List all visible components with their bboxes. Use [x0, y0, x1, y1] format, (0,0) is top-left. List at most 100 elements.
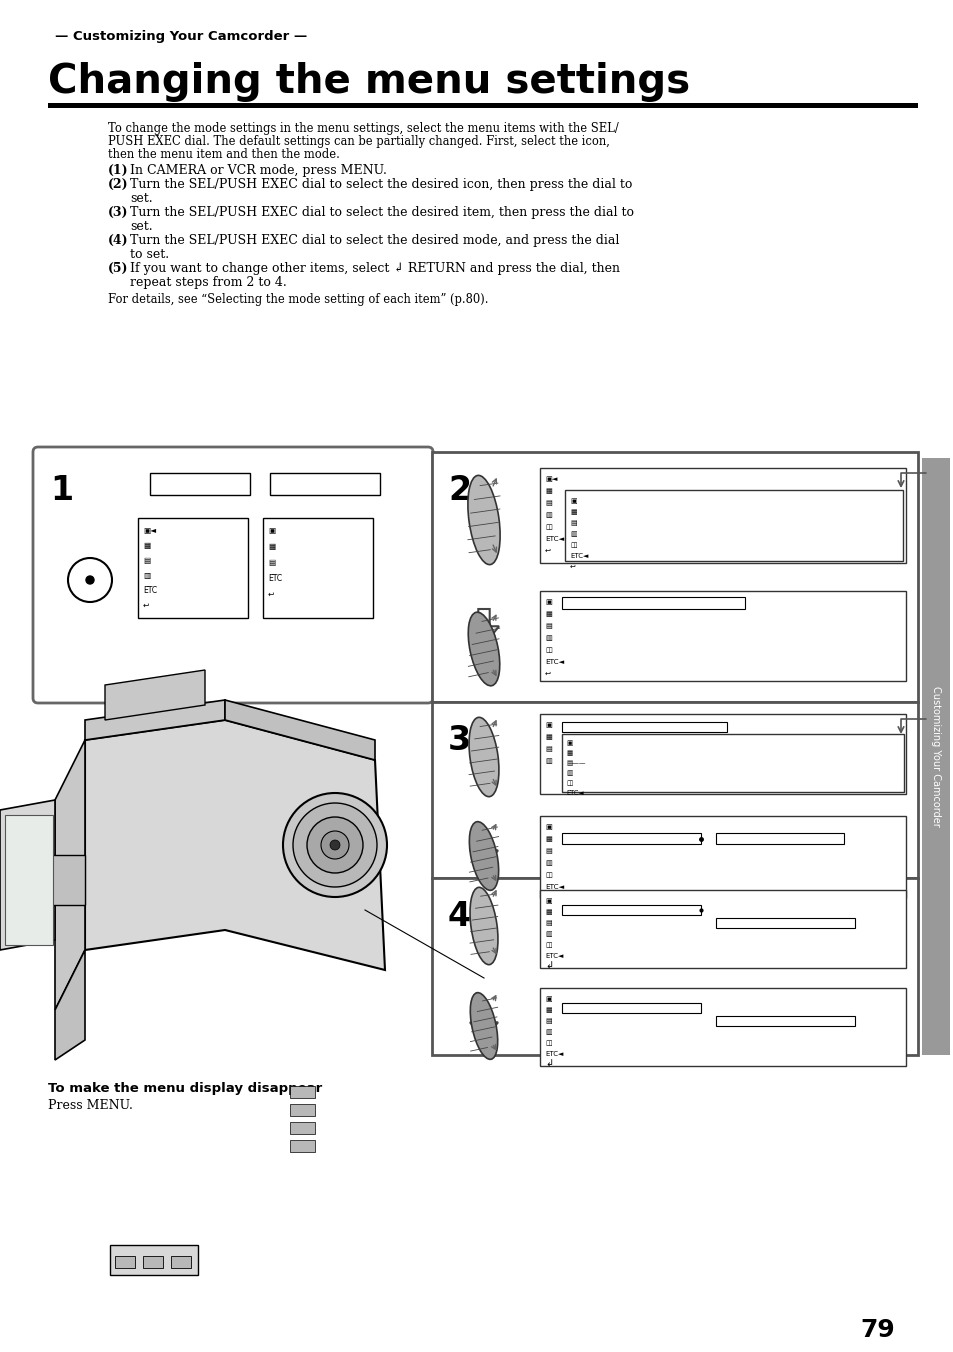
- Bar: [290, 1086, 314, 1098]
- Text: ↲: ↲: [544, 1059, 553, 1068]
- Text: ▥: ▥: [544, 860, 551, 867]
- Bar: [290, 1140, 314, 1152]
- Text: ▦: ▦: [544, 1007, 551, 1013]
- Bar: [539, 468, 905, 562]
- Text: ↲: ↲: [544, 960, 553, 969]
- Text: ▣: ▣: [544, 599, 551, 604]
- FancyArrowPatch shape: [491, 1045, 496, 1049]
- Text: ETC◄: ETC◄: [544, 953, 563, 959]
- Text: ▦: ▦: [569, 508, 576, 515]
- Polygon shape: [105, 671, 205, 721]
- Text: ▦: ▦: [544, 909, 551, 915]
- Text: In CAMERA or VCR mode, press MENU.: In CAMERA or VCR mode, press MENU.: [130, 164, 387, 177]
- Text: 79: 79: [860, 1318, 894, 1343]
- FancyBboxPatch shape: [33, 448, 433, 703]
- Text: Customizing Your Camcorder: Customizing Your Camcorder: [930, 685, 940, 826]
- Bar: [715, 833, 843, 844]
- Bar: [539, 988, 905, 1065]
- Text: ↩: ↩: [569, 564, 576, 571]
- Bar: [561, 598, 744, 608]
- Ellipse shape: [469, 718, 498, 796]
- Polygon shape: [0, 800, 55, 950]
- Text: Turn the SEL/PUSH EXEC dial to select the desired mode, and press the dial: Turn the SEL/PUSH EXEC dial to select th…: [130, 234, 618, 247]
- Text: (4): (4): [108, 234, 129, 247]
- Text: ↩: ↩: [268, 589, 274, 599]
- Text: ▦: ▦: [565, 750, 572, 756]
- Text: ▤: ▤: [268, 558, 275, 566]
- Text: ↩: ↩: [143, 602, 150, 610]
- Text: ETC◄: ETC◄: [565, 790, 583, 796]
- FancyArrowPatch shape: [492, 891, 496, 896]
- Text: ▤: ▤: [143, 556, 150, 565]
- Text: Changing the menu settings: Changing the menu settings: [48, 62, 689, 101]
- Text: ▤: ▤: [544, 848, 551, 854]
- Text: ▥: ▥: [565, 771, 572, 776]
- Text: For details, see “Selecting the mode setting of each item” (p.80).: For details, see “Selecting the mode set…: [108, 293, 488, 306]
- Text: ▣◄: ▣◄: [143, 526, 156, 535]
- Text: PUSH EXEC dial. The default settings can be partially changed. First, select the: PUSH EXEC dial. The default settings can…: [108, 135, 609, 147]
- Text: ETC: ETC: [143, 585, 157, 595]
- Text: ◫: ◫: [565, 780, 572, 786]
- Text: 3: 3: [448, 725, 471, 757]
- Text: set.: set.: [130, 192, 152, 206]
- Text: ◫: ◫: [544, 942, 551, 948]
- Text: ▣: ▣: [544, 996, 551, 1002]
- Ellipse shape: [469, 822, 498, 891]
- Text: ▥: ▥: [569, 531, 576, 537]
- Bar: [48, 103, 917, 108]
- Bar: [921, 458, 949, 1055]
- Text: ▦: ▦: [544, 488, 551, 493]
- Text: (3): (3): [108, 206, 129, 219]
- Text: (2): (2): [108, 178, 129, 191]
- FancyArrowPatch shape: [492, 615, 496, 621]
- Text: ▦: ▦: [544, 734, 551, 740]
- Bar: [110, 1245, 198, 1275]
- Bar: [561, 734, 903, 792]
- Polygon shape: [55, 950, 85, 1060]
- FancyArrowPatch shape: [492, 721, 496, 726]
- Bar: [539, 591, 905, 681]
- Circle shape: [283, 794, 387, 896]
- Text: 4: 4: [448, 900, 471, 933]
- Bar: [564, 489, 902, 561]
- Ellipse shape: [470, 887, 497, 965]
- Bar: [715, 918, 854, 927]
- Text: ▣: ▣: [544, 898, 551, 904]
- Text: Turn the SEL/PUSH EXEC dial to select the desired icon, then press the dial to: Turn the SEL/PUSH EXEC dial to select th…: [130, 178, 632, 191]
- Text: ▦: ▦: [268, 542, 275, 552]
- Text: ▣: ▣: [565, 740, 572, 746]
- Text: ▣: ▣: [544, 722, 551, 727]
- Text: ▥: ▥: [544, 635, 551, 641]
- Circle shape: [293, 803, 376, 887]
- Text: to set.: to set.: [130, 247, 169, 261]
- Text: ▦: ▦: [544, 611, 551, 617]
- Polygon shape: [55, 740, 85, 1010]
- Text: ETC◄: ETC◄: [544, 658, 563, 665]
- Text: ETC: ETC: [268, 575, 282, 583]
- Polygon shape: [85, 700, 225, 740]
- Polygon shape: [469, 608, 498, 645]
- Text: Press MENU.: Press MENU.: [48, 1099, 132, 1111]
- FancyArrowPatch shape: [492, 948, 496, 953]
- Polygon shape: [225, 700, 375, 760]
- Text: ETC◄: ETC◄: [544, 884, 563, 890]
- FancyArrowPatch shape: [491, 875, 496, 880]
- Bar: [115, 1256, 135, 1268]
- Text: ETC◄: ETC◄: [544, 535, 563, 542]
- Text: ▥: ▥: [544, 758, 551, 764]
- FancyArrowPatch shape: [492, 479, 496, 485]
- Bar: [539, 817, 905, 898]
- Text: ▦: ▦: [143, 541, 150, 550]
- Bar: [561, 904, 700, 915]
- Bar: [561, 1003, 700, 1013]
- Text: ▣: ▣: [268, 526, 275, 535]
- Text: set.: set.: [130, 220, 152, 233]
- Text: ▤——: ▤——: [565, 760, 585, 767]
- Text: ▤: ▤: [544, 919, 551, 926]
- Text: — Customizing Your Camcorder —: — Customizing Your Camcorder —: [55, 30, 307, 43]
- FancyArrowPatch shape: [491, 995, 496, 1000]
- Text: ▤: ▤: [544, 500, 551, 506]
- Text: ▥: ▥: [544, 1029, 551, 1036]
- FancyArrowPatch shape: [491, 825, 496, 830]
- Text: then the menu item and then the mode.: then the menu item and then the mode.: [108, 147, 339, 161]
